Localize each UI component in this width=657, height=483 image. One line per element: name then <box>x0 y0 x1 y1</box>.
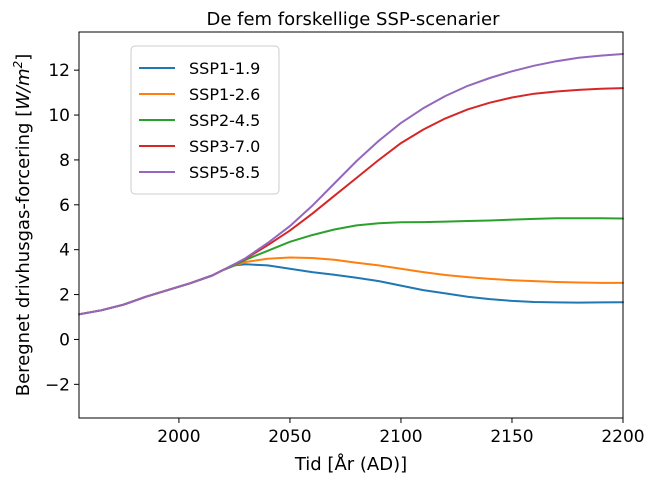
y-axis-label-prefix: Beregnet drivhusgas-forcering [ <box>13 110 34 397</box>
legend-label-5: SSP5-8.5 <box>189 163 260 182</box>
y-axis-label-unit: W/m <box>13 68 34 109</box>
y-axis-label-exponent: 2 <box>11 61 25 69</box>
legend-frame <box>130 45 280 195</box>
y-axis-ticks: −2 0 2 4 6 8 10 12 <box>45 61 79 395</box>
y-axis-label: Beregnet drivhusgas-forcering [W/m2] <box>11 54 34 397</box>
y-axis-label-suffix: ] <box>13 54 34 61</box>
y-tick-label: 8 <box>59 151 70 171</box>
series-lines <box>78 53 624 316</box>
x-tick-label: 2200 <box>601 427 644 447</box>
legend: SSP1-1.9 SSP1-2.6 SSP2-4.5 SSP3-7.0 SSP5-8.5 <box>130 45 280 195</box>
x-tick-label: 2050 <box>268 427 311 447</box>
y-tick-label: 10 <box>48 106 70 126</box>
x-tick-label: 2100 <box>379 427 422 447</box>
y-tick-label: 12 <box>48 61 70 81</box>
y-tick-label: 6 <box>59 196 70 216</box>
legend-label-4: SSP3-7.0 <box>189 137 260 156</box>
plot-frame <box>78 31 624 419</box>
x-axis-label: Tid [År (AD)] <box>294 453 407 475</box>
y-tick-label: 2 <box>59 286 70 306</box>
x-axis-ticks: 2000 2050 2100 2150 2200 <box>157 418 645 447</box>
chart-title: De fem forskellige SSP-scenarier <box>206 9 500 30</box>
y-tick-label: 4 <box>59 241 70 261</box>
legend-label-1: SSP1-1.9 <box>189 59 260 78</box>
series-line-5 <box>78 53 624 316</box>
y-tick-label: −2 <box>45 375 70 395</box>
x-tick-label: 2150 <box>490 427 533 447</box>
legend-label-3: SSP2-4.5 <box>189 111 260 130</box>
y-tick-label: 0 <box>59 330 70 350</box>
legend-label-2: SSP1-2.6 <box>189 85 260 104</box>
x-tick-label: 2000 <box>157 427 200 447</box>
